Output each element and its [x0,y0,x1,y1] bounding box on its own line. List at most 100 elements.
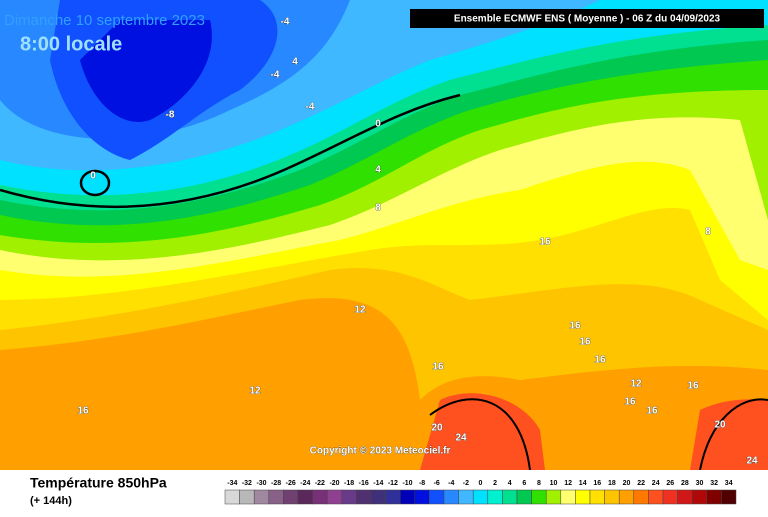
contour-label: -8 [166,110,175,121]
scale-label: -34 [227,480,237,487]
contour-label: 12 [249,386,261,397]
footer-lead: (+ 144h) [30,495,72,507]
scale-swatch [472,489,489,505]
contour-label: 20 [714,420,726,431]
scale-label: 14 [579,480,587,487]
contour-label: -4 [281,17,290,28]
contour-label: 0 [90,171,96,182]
scale-swatch [618,489,635,505]
scale-label: 30 [696,480,704,487]
scale-swatch [399,489,416,505]
scale-swatch [283,489,299,505]
model: Ensemble ECMWF ENS ( Moyenne ) - 06 Z du… [454,14,721,25]
scale-swatch [545,489,562,505]
scale-swatch [648,489,664,505]
scale-label: 18 [608,480,616,487]
scale-swatch [297,489,313,505]
contour-label: 12 [354,305,366,316]
contour-label: 8 [705,227,711,238]
contour-label: 4 [375,165,381,176]
scale-label: -18 [344,480,354,487]
scale-swatch [356,489,372,505]
contour-labels: -4 4 -4 -4 -8 0 0 4 8 16 8 12 16 16 16 1… [77,16,758,467]
scale-label: 32 [710,480,718,487]
time: 8:00 locale [20,33,122,55]
scale-label: 0 [479,480,483,487]
scale-swatch [326,489,343,505]
scale-label: -22 [315,480,325,487]
color-scale: -34 -32 -30 -28 -26 -24 -22 -20 -18 -16 -14 -12 -10-… [224,480,737,505]
scale-label: 22 [637,480,645,487]
scale-swatch [385,489,401,505]
scale-label: 8 [537,480,541,487]
contour-label: 8 [375,203,381,214]
scale-label: -24 [300,480,310,487]
scale-swatch [458,489,474,505]
contour-label: 0 [375,119,381,130]
scale-label: -16 [359,480,369,487]
scale-label: 6 [522,480,526,487]
footer-title: Température 850hPa [30,475,167,491]
scale-label: -2 [463,480,469,487]
scale-label: 12 [564,480,572,487]
scale-label: 20 [623,480,631,487]
scale-swatch [560,489,576,505]
scale-label: -32 [242,480,252,487]
contour-label: 16 [539,237,551,248]
contour-label: 4 [292,57,298,68]
date: Dimanche 10 septembre 2023 [4,12,205,29]
contour-label: 16 [432,362,444,373]
contour-label: 16 [646,406,658,417]
contour-label: 16 [77,406,89,417]
map-fields [0,0,768,471]
scale-label: 16 [593,480,601,487]
scale-swatch [341,489,357,505]
scale-label: 2 [493,480,497,487]
scale-label: 10 [550,480,558,487]
contour-label: 24 [746,456,758,467]
scale-swatch [429,489,445,505]
scale-label: -20 [329,480,339,487]
scale-label: -14 [373,480,383,487]
scale-label: 34 [725,480,733,487]
scale-swatch [677,489,693,505]
contour-label: 16 [624,397,636,408]
scale-swatch [691,489,708,505]
scale-label: 28 [681,480,689,487]
scale-swatch [633,489,649,505]
scale-swatch [662,489,678,505]
contour-label: 12 [630,379,642,390]
scale-label: 4 [508,480,512,487]
scale-swatch [414,489,430,505]
scale-swatch [575,489,591,505]
scale-label: -4 [448,480,454,487]
scale-label: -6 [434,480,440,487]
scale-swatch [370,489,386,505]
contour-label: 20 [431,423,443,434]
scale-swatch [443,489,459,505]
scale-swatch [239,489,255,505]
scale-swatch [516,489,532,505]
contour-label: 16 [594,355,606,366]
copyright: Copyright © 2023 Meteociel.fr [310,446,451,457]
scale-label: -12 [388,480,398,487]
contour-label: 16 [569,321,581,332]
contour-label: 16 [687,381,699,392]
scale-label: -8 [419,480,425,487]
scale-swatch [721,489,737,505]
contour-label: -4 [306,102,315,113]
scale-swatch [312,489,328,505]
scale-swatch [224,489,240,505]
scale-swatch [502,489,518,505]
scale-label: -28 [271,480,281,487]
scale-swatch [706,489,722,505]
scale-swatch [268,489,284,505]
scale-swatch [604,489,620,505]
contour-label: -4 [271,70,280,81]
scale-label: -26 [286,480,296,487]
scale-swatch [531,489,547,505]
scale-label: -30 [256,480,266,487]
scale-swatch [589,489,605,505]
contour-label: 24 [455,433,467,444]
